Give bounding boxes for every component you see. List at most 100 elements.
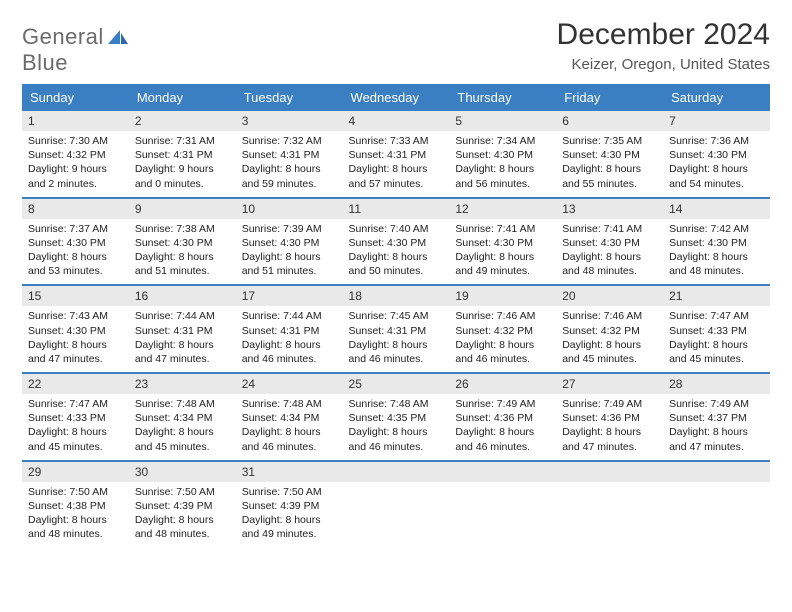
- logo: General Blue: [22, 18, 128, 76]
- sunset-line: Sunset: 4:30 PM: [669, 148, 764, 162]
- sunset-line: Sunset: 4:32 PM: [562, 324, 657, 338]
- empty-daynum: [556, 462, 663, 482]
- day-number: 12: [449, 199, 556, 219]
- calendar-day-cell: 5Sunrise: 7:34 AMSunset: 4:30 PMDaylight…: [449, 111, 556, 198]
- daylight-line: Daylight: 8 hours and 46 minutes.: [242, 338, 337, 366]
- day-details: Sunrise: 7:32 AMSunset: 4:31 PMDaylight:…: [236, 131, 343, 197]
- calendar-day-cell: 4Sunrise: 7:33 AMSunset: 4:31 PMDaylight…: [343, 111, 450, 198]
- calendar-day-cell: 21Sunrise: 7:47 AMSunset: 4:33 PMDayligh…: [663, 285, 770, 373]
- daylight-line: Daylight: 8 hours and 59 minutes.: [242, 162, 337, 190]
- weekday-header: Thursday: [449, 84, 556, 111]
- day-details: Sunrise: 7:50 AMSunset: 4:39 PMDaylight:…: [129, 482, 236, 548]
- calendar-empty-cell: [449, 461, 556, 548]
- day-number: 17: [236, 286, 343, 306]
- day-number: 16: [129, 286, 236, 306]
- calendar-day-cell: 19Sunrise: 7:46 AMSunset: 4:32 PMDayligh…: [449, 285, 556, 373]
- sunset-line: Sunset: 4:30 PM: [669, 236, 764, 250]
- daylight-line: Daylight: 8 hours and 45 minutes.: [669, 338, 764, 366]
- day-number: 25: [343, 374, 450, 394]
- day-details: Sunrise: 7:48 AMSunset: 4:34 PMDaylight:…: [236, 394, 343, 460]
- calendar-day-cell: 28Sunrise: 7:49 AMSunset: 4:37 PMDayligh…: [663, 373, 770, 461]
- day-number: 31: [236, 462, 343, 482]
- sunrise-line: Sunrise: 7:50 AM: [28, 485, 123, 499]
- daylight-line: Daylight: 8 hours and 46 minutes.: [455, 338, 550, 366]
- day-details: Sunrise: 7:35 AMSunset: 4:30 PMDaylight:…: [556, 131, 663, 197]
- day-number: 27: [556, 374, 663, 394]
- daylight-line: Daylight: 8 hours and 48 minutes.: [28, 513, 123, 541]
- calendar-day-cell: 17Sunrise: 7:44 AMSunset: 4:31 PMDayligh…: [236, 285, 343, 373]
- daylight-line: Daylight: 9 hours and 0 minutes.: [135, 162, 230, 190]
- daylight-line: Daylight: 8 hours and 45 minutes.: [28, 425, 123, 453]
- sunrise-line: Sunrise: 7:46 AM: [455, 309, 550, 323]
- sunrise-line: Sunrise: 7:37 AM: [28, 222, 123, 236]
- calendar-day-cell: 10Sunrise: 7:39 AMSunset: 4:30 PMDayligh…: [236, 198, 343, 286]
- day-details: Sunrise: 7:44 AMSunset: 4:31 PMDaylight:…: [129, 306, 236, 372]
- day-number: 11: [343, 199, 450, 219]
- day-number: 21: [663, 286, 770, 306]
- calendar-day-cell: 22Sunrise: 7:47 AMSunset: 4:33 PMDayligh…: [22, 373, 129, 461]
- daylight-line: Daylight: 8 hours and 53 minutes.: [28, 250, 123, 278]
- sunrise-line: Sunrise: 7:44 AM: [242, 309, 337, 323]
- daylight-line: Daylight: 8 hours and 49 minutes.: [242, 513, 337, 541]
- day-details: Sunrise: 7:44 AMSunset: 4:31 PMDaylight:…: [236, 306, 343, 372]
- logo-line2: Blue: [22, 50, 68, 75]
- calendar-day-cell: 31Sunrise: 7:50 AMSunset: 4:39 PMDayligh…: [236, 461, 343, 548]
- day-number: 1: [22, 111, 129, 131]
- sunset-line: Sunset: 4:39 PM: [135, 499, 230, 513]
- sunset-line: Sunset: 4:30 PM: [242, 236, 337, 250]
- day-details: Sunrise: 7:31 AMSunset: 4:31 PMDaylight:…: [129, 131, 236, 197]
- day-number: 13: [556, 199, 663, 219]
- sunrise-line: Sunrise: 7:35 AM: [562, 134, 657, 148]
- day-number: 28: [663, 374, 770, 394]
- daylight-line: Daylight: 8 hours and 49 minutes.: [455, 250, 550, 278]
- page-title: December 2024: [557, 18, 770, 52]
- day-details: Sunrise: 7:47 AMSunset: 4:33 PMDaylight:…: [663, 306, 770, 372]
- header: General Blue December 2024 Keizer, Orego…: [22, 18, 770, 76]
- calendar-table: Sunday Monday Tuesday Wednesday Thursday…: [22, 84, 770, 547]
- sunset-line: Sunset: 4:36 PM: [562, 411, 657, 425]
- day-number: 23: [129, 374, 236, 394]
- day-details: Sunrise: 7:50 AMSunset: 4:39 PMDaylight:…: [236, 482, 343, 548]
- day-number: 2: [129, 111, 236, 131]
- sunset-line: Sunset: 4:33 PM: [28, 411, 123, 425]
- sunrise-line: Sunrise: 7:41 AM: [455, 222, 550, 236]
- day-details: Sunrise: 7:40 AMSunset: 4:30 PMDaylight:…: [343, 219, 450, 285]
- weekday-header: Saturday: [663, 84, 770, 111]
- sunset-line: Sunset: 4:38 PM: [28, 499, 123, 513]
- calendar-week-row: 15Sunrise: 7:43 AMSunset: 4:30 PMDayligh…: [22, 285, 770, 373]
- calendar-day-cell: 13Sunrise: 7:41 AMSunset: 4:30 PMDayligh…: [556, 198, 663, 286]
- day-details: Sunrise: 7:33 AMSunset: 4:31 PMDaylight:…: [343, 131, 450, 197]
- day-number: 4: [343, 111, 450, 131]
- sunrise-line: Sunrise: 7:31 AM: [135, 134, 230, 148]
- day-details: Sunrise: 7:46 AMSunset: 4:32 PMDaylight:…: [556, 306, 663, 372]
- calendar-day-cell: 23Sunrise: 7:48 AMSunset: 4:34 PMDayligh…: [129, 373, 236, 461]
- day-details: Sunrise: 7:41 AMSunset: 4:30 PMDaylight:…: [449, 219, 556, 285]
- daylight-line: Daylight: 8 hours and 57 minutes.: [349, 162, 444, 190]
- day-number: 30: [129, 462, 236, 482]
- day-details: Sunrise: 7:50 AMSunset: 4:38 PMDaylight:…: [22, 482, 129, 548]
- sunrise-line: Sunrise: 7:50 AM: [135, 485, 230, 499]
- day-details: Sunrise: 7:41 AMSunset: 4:30 PMDaylight:…: [556, 219, 663, 285]
- daylight-line: Daylight: 8 hours and 48 minutes.: [669, 250, 764, 278]
- calendar-day-cell: 16Sunrise: 7:44 AMSunset: 4:31 PMDayligh…: [129, 285, 236, 373]
- sunset-line: Sunset: 4:30 PM: [455, 236, 550, 250]
- daylight-line: Daylight: 8 hours and 51 minutes.: [135, 250, 230, 278]
- day-details: Sunrise: 7:49 AMSunset: 4:37 PMDaylight:…: [663, 394, 770, 460]
- daylight-line: Daylight: 8 hours and 55 minutes.: [562, 162, 657, 190]
- calendar-empty-cell: [556, 461, 663, 548]
- calendar-week-row: 1Sunrise: 7:30 AMSunset: 4:32 PMDaylight…: [22, 111, 770, 198]
- day-number: 7: [663, 111, 770, 131]
- weekday-header: Wednesday: [343, 84, 450, 111]
- sunset-line: Sunset: 4:31 PM: [242, 148, 337, 162]
- weekday-header: Monday: [129, 84, 236, 111]
- daylight-line: Daylight: 8 hours and 46 minutes.: [242, 425, 337, 453]
- calendar-day-cell: 24Sunrise: 7:48 AMSunset: 4:34 PMDayligh…: [236, 373, 343, 461]
- empty-daynum: [449, 462, 556, 482]
- sunrise-line: Sunrise: 7:47 AM: [28, 397, 123, 411]
- calendar-day-cell: 26Sunrise: 7:49 AMSunset: 4:36 PMDayligh…: [449, 373, 556, 461]
- calendar-body: 1Sunrise: 7:30 AMSunset: 4:32 PMDaylight…: [22, 111, 770, 547]
- calendar-day-cell: 2Sunrise: 7:31 AMSunset: 4:31 PMDaylight…: [129, 111, 236, 198]
- sunset-line: Sunset: 4:31 PM: [242, 324, 337, 338]
- sunrise-line: Sunrise: 7:49 AM: [455, 397, 550, 411]
- day-number: 24: [236, 374, 343, 394]
